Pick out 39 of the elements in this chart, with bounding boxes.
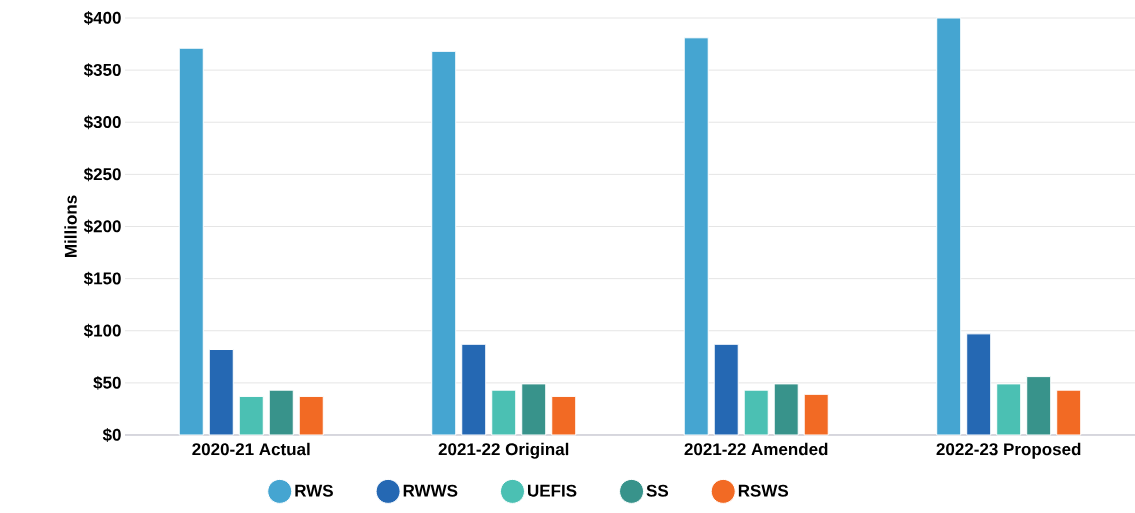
y-tick-label: $300 bbox=[83, 115, 121, 130]
y-tick-label: $100 bbox=[83, 323, 121, 338]
x-tick-label: 2021-22 Amended bbox=[684, 442, 828, 456]
bar bbox=[966, 333, 992, 436]
bar bbox=[743, 389, 769, 436]
bar bbox=[238, 395, 264, 436]
bar bbox=[298, 395, 324, 436]
x-tick-label: 2020-21 Actual bbox=[192, 442, 310, 456]
y-tick-label: $0 bbox=[102, 428, 121, 442]
bar bbox=[1026, 376, 1052, 436]
y-tick-label: $250 bbox=[83, 167, 121, 182]
x-tick-label: 2021-22 Original bbox=[438, 442, 569, 459]
bar bbox=[491, 389, 517, 436]
bar bbox=[521, 383, 547, 436]
bar bbox=[1056, 389, 1082, 436]
y-tick-label: $150 bbox=[83, 271, 121, 286]
bar bbox=[773, 383, 799, 436]
legend-label: SS bbox=[646, 484, 669, 497]
x-tick-label: 2022-23 Proposed bbox=[936, 442, 1081, 459]
bar bbox=[178, 47, 204, 436]
bar bbox=[803, 393, 829, 436]
bar bbox=[431, 50, 457, 436]
y-tick-label: $200 bbox=[83, 219, 121, 234]
legend-label: UEFIS bbox=[528, 484, 577, 497]
y-axis-title: Millions bbox=[64, 195, 77, 257]
bar bbox=[208, 349, 234, 436]
bar bbox=[683, 37, 709, 436]
bar bbox=[461, 343, 487, 436]
bar bbox=[996, 383, 1022, 436]
legend-label: RWS bbox=[295, 484, 333, 497]
bar bbox=[713, 343, 739, 436]
y-tick-label: $400 bbox=[83, 11, 121, 25]
bar bbox=[936, 17, 962, 436]
legend-label: RWWS bbox=[403, 484, 458, 497]
bar bbox=[551, 395, 577, 436]
y-tick-label: $50 bbox=[93, 375, 121, 390]
bar bbox=[268, 389, 294, 436]
y-tick-label: $350 bbox=[83, 63, 121, 78]
legend-label: RSWS bbox=[738, 484, 789, 497]
